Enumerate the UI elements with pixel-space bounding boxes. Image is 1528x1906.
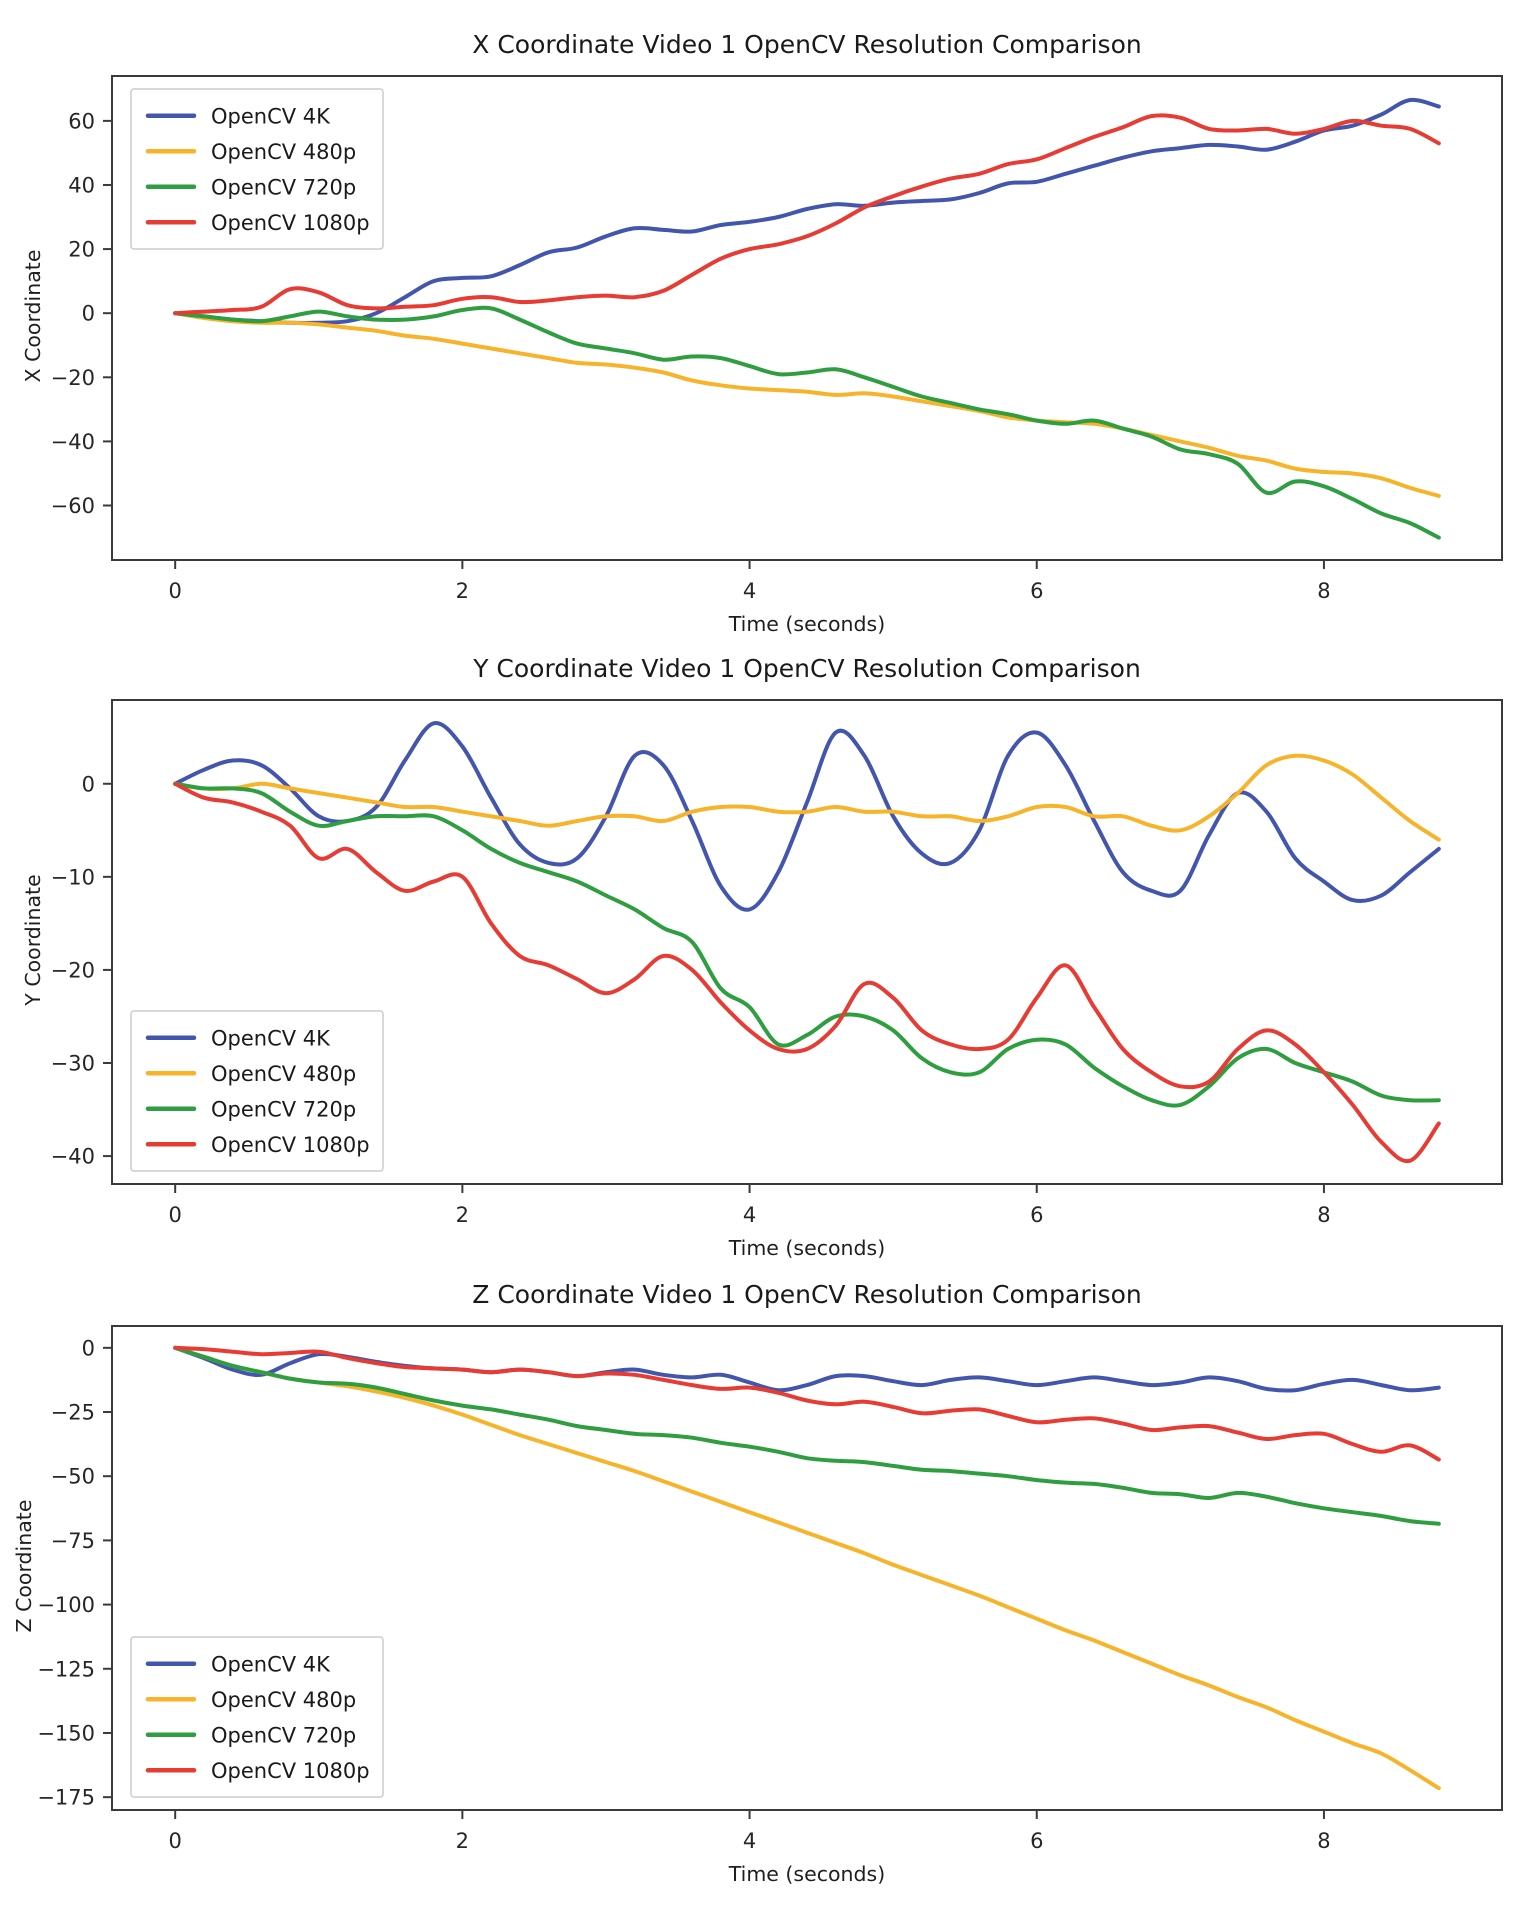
x-tick-label: 6 bbox=[1030, 1203, 1043, 1227]
series-line-opencv-1080p bbox=[173, 781, 1441, 1164]
legend-label-opencv-4k: OpenCV 4K bbox=[211, 1652, 331, 1676]
y-tick-label: −100 bbox=[37, 1593, 95, 1617]
series-line-opencv-720p bbox=[173, 781, 1441, 1108]
x-tick-label: 8 bbox=[1317, 1829, 1330, 1853]
chart-x-yaxis-label: X Coordinate bbox=[21, 249, 45, 383]
x-tick-label: 0 bbox=[168, 1829, 181, 1853]
x-tick-label: 2 bbox=[456, 1829, 469, 1853]
x-tick-label: 8 bbox=[1317, 579, 1330, 603]
legend-label-opencv-4k: OpenCV 4K bbox=[211, 1026, 331, 1050]
chart-z-xaxis-label: Time (seconds) bbox=[728, 1862, 886, 1886]
legend-label-opencv-720p: OpenCV 720p bbox=[211, 175, 356, 199]
y-tick-label: 0 bbox=[82, 772, 95, 796]
series-line-opencv-1080p bbox=[173, 1345, 1441, 1462]
legend-box bbox=[130, 1636, 384, 1798]
x-tick-label: 0 bbox=[168, 1203, 181, 1227]
legend-label-opencv-1080p: OpenCV 1080p bbox=[211, 1759, 370, 1783]
legend-label-opencv-480p: OpenCV 480p bbox=[211, 1688, 356, 1712]
legend: OpenCV 4K OpenCV 480p OpenCV 720p OpenCV 10… bbox=[130, 1636, 384, 1798]
legend-label-opencv-4k: OpenCV 4K bbox=[211, 104, 331, 128]
chart-z-yaxis-label: Z Coordinate bbox=[12, 1499, 36, 1633]
legend-box bbox=[130, 1010, 384, 1172]
chart-y-yaxis-label: Y Coordinate bbox=[21, 874, 45, 1006]
plot-border bbox=[111, 1325, 1503, 1811]
y-tick-label: −175 bbox=[37, 1786, 95, 1810]
legend-label-opencv-480p: OpenCV 480p bbox=[211, 140, 356, 164]
y-tick-label: 0 bbox=[82, 302, 95, 326]
x-tick-label: 2 bbox=[456, 1203, 469, 1227]
x-tick-label: 4 bbox=[743, 1829, 756, 1853]
chart-y-xaxis-label: Time (seconds) bbox=[728, 1236, 886, 1260]
plot-border bbox=[111, 699, 1503, 1185]
x-tick-label: 2 bbox=[456, 579, 469, 603]
series-line-opencv-480p bbox=[173, 1345, 1441, 1791]
y-tick-label: 0 bbox=[82, 1336, 95, 1360]
y-tick-label: −30 bbox=[51, 1052, 95, 1076]
plot-z-coordinate: 0 2 4 6 8 0 −25 −50 −75 −100 −125 −150 −175 OpenCV 4K… bbox=[37, 1325, 1503, 1853]
chart-x-title: X Coordinate Video 1 OpenCV Resolution C… bbox=[472, 30, 1142, 59]
y-tick-label: −25 bbox=[51, 1401, 95, 1425]
legend-label-opencv-480p: OpenCV 480p bbox=[211, 1062, 356, 1086]
y-tick-label: 60 bbox=[68, 109, 95, 133]
series-line-opencv-480p bbox=[173, 311, 1441, 498]
y-tick-label: −125 bbox=[37, 1657, 95, 1681]
chart-y-title: Y Coordinate Video 1 OpenCV Resolution C… bbox=[473, 654, 1141, 683]
plot-x-coordinate: 0 2 4 6 8 60 40 20 0 −20 −40 −60 OpenCV 4K OpenCV 480… bbox=[51, 75, 1503, 603]
x-tick-label: 4 bbox=[743, 1203, 756, 1227]
y-tick-label: −75 bbox=[51, 1529, 95, 1553]
y-tick-label: 40 bbox=[68, 173, 95, 197]
series-line-opencv-480p bbox=[173, 753, 1441, 842]
series-line-opencv-720p bbox=[173, 305, 1441, 540]
y-tick-label: −50 bbox=[51, 1465, 95, 1489]
legend-label-opencv-720p: OpenCV 720p bbox=[211, 1723, 356, 1747]
y-tick-label: −150 bbox=[37, 1721, 95, 1745]
series-line-opencv-1080p bbox=[173, 113, 1441, 316]
legend-label-opencv-1080p: OpenCV 1080p bbox=[211, 211, 370, 235]
y-tick-label: −20 bbox=[51, 366, 95, 390]
plot-border bbox=[111, 75, 1503, 561]
x-tick-label: 6 bbox=[1030, 579, 1043, 603]
legend-box bbox=[130, 88, 384, 250]
chart-z-title: Z Coordinate Video 1 OpenCV Resolution C… bbox=[472, 1280, 1142, 1309]
y-tick-label: 20 bbox=[68, 238, 95, 262]
legend: OpenCV 4K OpenCV 480p OpenCV 720p OpenCV 10… bbox=[130, 1010, 384, 1172]
y-tick-label: −60 bbox=[51, 494, 95, 518]
legend: OpenCV 4K OpenCV 480p OpenCV 720p OpenCV 10… bbox=[130, 88, 384, 250]
x-tick-label: 6 bbox=[1030, 1829, 1043, 1853]
x-tick-label: 0 bbox=[168, 579, 181, 603]
x-tick-label: 4 bbox=[743, 579, 756, 603]
series-line-opencv-720p bbox=[173, 1345, 1441, 1526]
y-tick-label: −20 bbox=[51, 958, 95, 982]
x-tick-label: 8 bbox=[1317, 1203, 1330, 1227]
chart-x-xaxis-label: Time (seconds) bbox=[728, 612, 886, 636]
y-tick-label: −40 bbox=[51, 1145, 95, 1169]
legend-label-opencv-1080p: OpenCV 1080p bbox=[211, 1133, 370, 1157]
y-tick-label: −40 bbox=[51, 430, 95, 454]
legend-label-opencv-720p: OpenCV 720p bbox=[211, 1097, 356, 1121]
y-tick-label: −10 bbox=[51, 865, 95, 889]
